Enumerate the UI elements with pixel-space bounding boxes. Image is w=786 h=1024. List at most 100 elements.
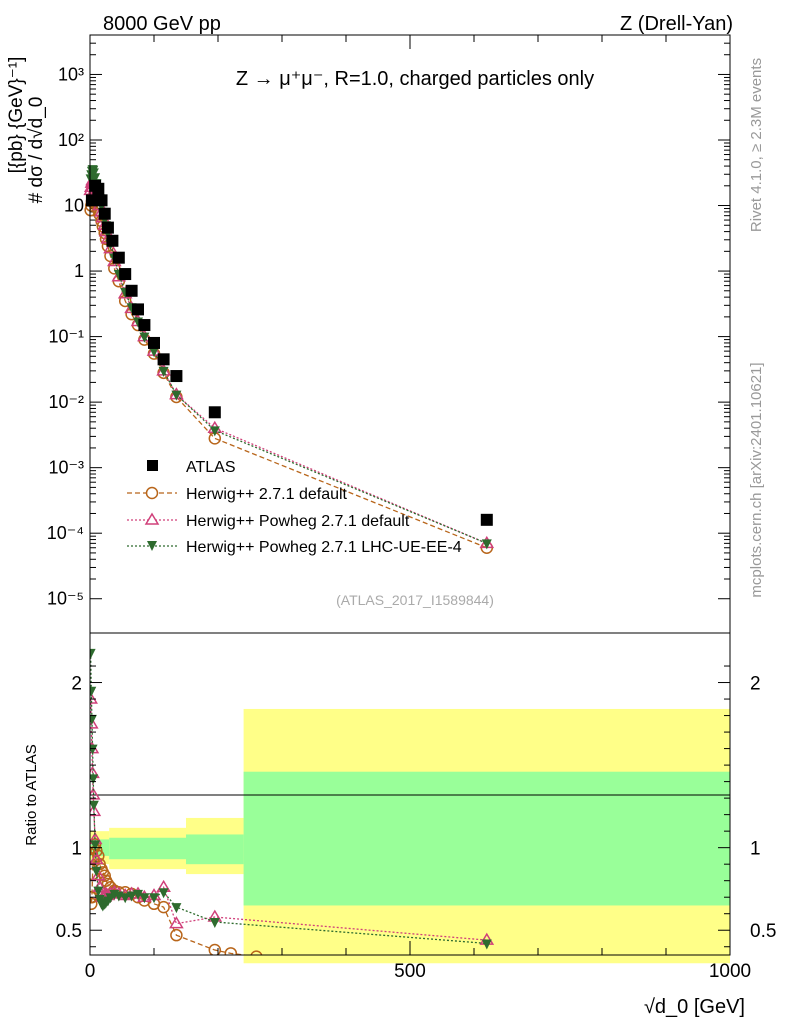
data-point bbox=[158, 366, 169, 377]
x-tick-label: 500 bbox=[394, 961, 426, 982]
top-tick-label: 10⁻⁵ bbox=[47, 589, 84, 609]
ratio-ylabel: Ratio to ATLAS bbox=[23, 744, 40, 845]
top-tick-label: 10² bbox=[58, 130, 84, 150]
ratio-point bbox=[90, 716, 99, 729]
ratio-panel: 0.5 0.5 1 1 2 2 0 500 1000 Ratio to ATLAS √d_0 … bbox=[23, 35, 776, 1018]
analysis-id: (ATLAS_2017_I1589844) bbox=[336, 592, 494, 608]
legend-entry-powheg-default: Herwig++ Powheg 2.7.1 default bbox=[127, 512, 410, 530]
ratio-tick-label-right: 2 bbox=[750, 674, 761, 695]
data-point bbox=[208, 406, 221, 419]
ratio-point bbox=[90, 803, 102, 817]
ratio-point bbox=[90, 897, 98, 911]
top-tick-label: 10⁻⁴ bbox=[47, 523, 84, 543]
data-point bbox=[149, 347, 159, 358]
mcplots-label: mcplots.cern.ch [arXiv:2401.10621] bbox=[748, 362, 765, 597]
plot-title: Z → μ⁺μ⁻, R=1.0, charged particles only bbox=[236, 68, 594, 90]
ratio-point bbox=[90, 691, 98, 704]
ratio-point bbox=[209, 917, 220, 928]
ratio-tick-label-right: 0.5 bbox=[750, 921, 776, 942]
data-point bbox=[98, 207, 111, 220]
data-point bbox=[92, 182, 105, 195]
x-tick-label: 1000 bbox=[709, 961, 751, 982]
ratio-tick-label-left: 2 bbox=[71, 674, 82, 695]
ratio-point bbox=[90, 840, 101, 851]
ratio-line bbox=[90, 652, 487, 945]
ratio-y-ticks: 0.5 0.5 1 1 2 2 bbox=[56, 665, 776, 948]
inner-band bbox=[109, 837, 186, 860]
top-tick-label: 10⁻³ bbox=[48, 458, 84, 478]
data-point bbox=[171, 390, 182, 401]
header-left: 8000 GeV pp bbox=[103, 13, 221, 35]
ratio-tick-label-left: 0.5 bbox=[56, 921, 82, 942]
data-point bbox=[119, 268, 132, 281]
ratio-tick-label-left: 1 bbox=[71, 839, 82, 860]
ratio-point bbox=[171, 903, 182, 914]
ratio-series bbox=[90, 648, 495, 955]
x-tick-label: 0 bbox=[85, 961, 96, 982]
legend-marker-atlas bbox=[147, 460, 158, 471]
ratio-point bbox=[157, 900, 170, 914]
top-y-ticks: 10⁻⁵ 10⁻⁴ 10⁻³ 10⁻² 10⁻¹ 1 10 10² 10³ bbox=[47, 34, 730, 609]
rivet-label: Rivet 4.1.0, ≥ 2.3M events bbox=[748, 58, 765, 232]
ratio-point bbox=[90, 851, 104, 864]
data-point bbox=[85, 194, 98, 207]
data-point bbox=[481, 539, 492, 550]
legend-marker-powheg-default bbox=[144, 512, 160, 525]
data-point bbox=[112, 251, 125, 264]
ratio-point bbox=[139, 893, 150, 904]
top-tick-label: 10 bbox=[64, 196, 84, 216]
ratio-point bbox=[90, 648, 96, 659]
ratio-point bbox=[208, 943, 222, 955]
legend: ATLAS Herwig++ 2.7.1 default Herwig++ Po… bbox=[127, 459, 462, 556]
ratio-point bbox=[149, 893, 159, 904]
data-point bbox=[95, 194, 108, 207]
ratio-point bbox=[98, 869, 111, 882]
inner-band bbox=[186, 834, 244, 865]
ratio-point bbox=[158, 888, 169, 899]
legend-marker-powheg-ue bbox=[147, 541, 157, 551]
x-axis-label: √d_0 [GeV] bbox=[644, 996, 745, 1018]
legend-label-powheg-ue: Herwig++ Powheg 2.7.1 LHC-UE-EE-4 bbox=[186, 539, 462, 556]
ratio-point bbox=[90, 686, 97, 697]
inner-band bbox=[243, 771, 730, 906]
data-point bbox=[138, 319, 151, 332]
ratio-point bbox=[90, 868, 106, 881]
uncertainty-bands bbox=[90, 708, 730, 964]
top-tick-label: 10³ bbox=[58, 64, 84, 84]
legend-marker-herwig-default bbox=[145, 486, 159, 500]
legend-entry-herwig-default: Herwig++ 2.7.1 default bbox=[127, 486, 348, 503]
data-point bbox=[480, 513, 493, 526]
top-panel: Z → μ⁺μ⁻, R=1.0, charged particles only … bbox=[6, 34, 731, 634]
ratio-point bbox=[120, 893, 131, 904]
ratio-point bbox=[90, 744, 98, 755]
data-point bbox=[170, 370, 183, 383]
ratio-point bbox=[91, 866, 102, 877]
ratio-point bbox=[224, 947, 238, 955]
ratio-series-2 bbox=[90, 648, 492, 950]
top-tick-label: 10⁻² bbox=[48, 392, 84, 412]
ratio-point bbox=[250, 950, 263, 955]
legend-entry-atlas: ATLAS bbox=[147, 459, 236, 476]
top-ylabel-fraction: # dσ / d√d_0 bbox=[26, 97, 47, 204]
data-point bbox=[139, 332, 150, 343]
ratio-point bbox=[93, 886, 104, 897]
ratio-point bbox=[126, 891, 137, 902]
data-point bbox=[103, 241, 118, 254]
header-right: Z (Drell-Yan) bbox=[620, 13, 733, 35]
ratio-point bbox=[133, 889, 143, 900]
ratio-tick-label-right: 1 bbox=[750, 839, 761, 860]
ratio-point bbox=[92, 849, 105, 863]
data-point bbox=[148, 336, 160, 349]
x-ticks: 0 500 1000 bbox=[85, 35, 751, 982]
legend-label-atlas: ATLAS bbox=[186, 459, 236, 476]
data-point bbox=[125, 284, 138, 297]
ratio-point bbox=[90, 800, 99, 811]
top-series bbox=[83, 165, 495, 554]
legend-label-powheg-default: Herwig++ Powheg 2.7.1 default bbox=[186, 513, 410, 530]
ratio-point bbox=[170, 928, 183, 942]
top-tick-label: 1 bbox=[74, 261, 84, 281]
legend-label-herwig-default: Herwig++ 2.7.1 default bbox=[186, 486, 348, 503]
ratio-point bbox=[481, 939, 492, 950]
series-0 bbox=[85, 179, 493, 526]
